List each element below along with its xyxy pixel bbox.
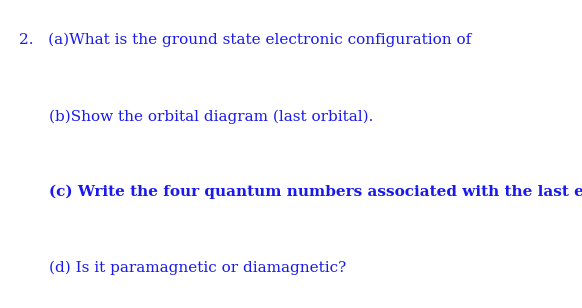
Text: (b)Show the orbital diagram (last orbital).: (b)Show the orbital diagram (last orbita… [49,109,374,124]
Text: 2.   (a)What is the ground state electronic configuration of: 2. (a)What is the ground state electroni… [19,32,476,47]
Text: (d) Is it paramagnetic or diamagnetic?: (d) Is it paramagnetic or diamagnetic? [49,260,347,275]
Text: (c) Write the four quantum numbers associated with the last electron.: (c) Write the four quantum numbers assoc… [49,185,582,199]
